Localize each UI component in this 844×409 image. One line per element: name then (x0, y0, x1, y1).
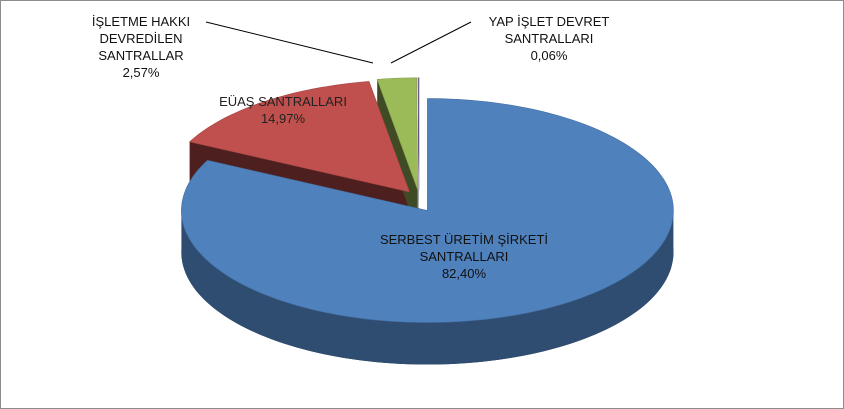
slice (188, 81, 410, 193)
leader-line (205, 21, 374, 64)
slice (417, 77, 420, 190)
value-label: 82,40% (441, 266, 487, 281)
slice-cut (377, 79, 418, 232)
leader-line (390, 21, 472, 64)
slice-label: SERBEST ÜRETİM ŞİRKETİ SANTRALLARI (379, 232, 549, 264)
value-label: 14,97% (260, 111, 306, 126)
slice-label: YAP İŞLET DEVRET SANTRALLARI (488, 14, 610, 46)
value-label: 2,57% (122, 65, 160, 80)
slice-label: İŞLETME HAKKI DEVREDİLEN SANTRALLAR (91, 14, 191, 63)
slice (376, 77, 418, 190)
slice-label: EÜAŞ SANTRALLARI (219, 94, 347, 109)
value-label: 0,06% (530, 48, 568, 63)
slice (181, 98, 674, 323)
slice-side (181, 210, 674, 365)
